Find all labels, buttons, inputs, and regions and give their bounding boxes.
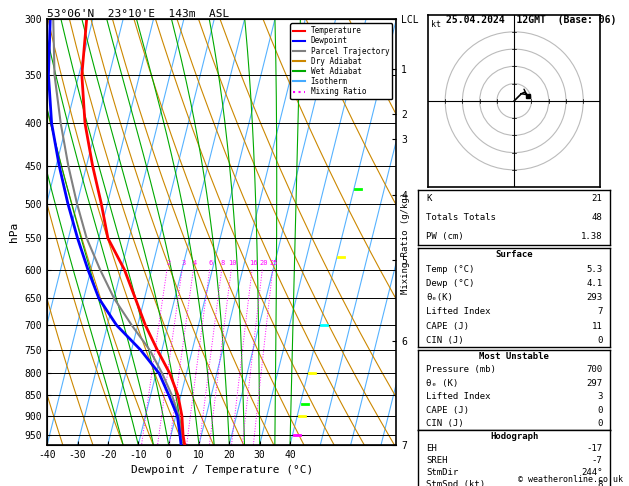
Text: 4: 4 bbox=[192, 260, 197, 266]
Text: 21: 21 bbox=[592, 194, 603, 203]
Text: θₑ (K): θₑ (K) bbox=[426, 379, 458, 388]
Text: 0: 0 bbox=[597, 336, 603, 345]
Text: Lifted Index: Lifted Index bbox=[426, 392, 491, 401]
Text: 7: 7 bbox=[597, 308, 603, 316]
Text: SREH: SREH bbox=[426, 456, 447, 465]
Text: StmSpd (kt): StmSpd (kt) bbox=[426, 480, 485, 486]
Text: 0: 0 bbox=[597, 405, 603, 415]
Text: 5.3: 5.3 bbox=[586, 265, 603, 274]
Text: 3: 3 bbox=[597, 392, 603, 401]
Text: -17: -17 bbox=[586, 444, 603, 453]
Text: 6: 6 bbox=[209, 260, 213, 266]
Text: 25: 25 bbox=[269, 260, 278, 266]
Text: 1.38: 1.38 bbox=[581, 232, 603, 241]
Y-axis label: km
ASL: km ASL bbox=[421, 223, 443, 241]
Text: 20: 20 bbox=[259, 260, 267, 266]
Text: 8: 8 bbox=[597, 480, 603, 486]
Text: Most Unstable: Most Unstable bbox=[479, 352, 549, 361]
Text: CIN (J): CIN (J) bbox=[426, 336, 464, 345]
Text: 0: 0 bbox=[597, 419, 603, 428]
Text: 2: 2 bbox=[166, 260, 170, 266]
Text: Dewp (°C): Dewp (°C) bbox=[426, 279, 474, 288]
Text: 3: 3 bbox=[181, 260, 186, 266]
Text: Lifted Index: Lifted Index bbox=[426, 308, 491, 316]
Text: CIN (J): CIN (J) bbox=[426, 419, 464, 428]
Text: 10: 10 bbox=[228, 260, 237, 266]
Text: θₑ(K): θₑ(K) bbox=[426, 293, 453, 302]
Text: -7: -7 bbox=[592, 456, 603, 465]
Text: EH: EH bbox=[426, 444, 437, 453]
Text: 297: 297 bbox=[586, 379, 603, 388]
Text: Surface: Surface bbox=[496, 250, 533, 260]
Text: kt: kt bbox=[431, 20, 442, 29]
Text: K: K bbox=[426, 194, 431, 203]
Text: 244°: 244° bbox=[581, 468, 603, 477]
Text: 53°06'N  23°10'E  143m  ASL: 53°06'N 23°10'E 143m ASL bbox=[47, 9, 230, 18]
Text: CAPE (J): CAPE (J) bbox=[426, 322, 469, 330]
Text: 11: 11 bbox=[592, 322, 603, 330]
Text: PW (cm): PW (cm) bbox=[426, 232, 464, 241]
Text: Pressure (mb): Pressure (mb) bbox=[426, 365, 496, 375]
Text: Temp (°C): Temp (°C) bbox=[426, 265, 474, 274]
Text: Totals Totals: Totals Totals bbox=[426, 213, 496, 222]
Text: Mixing Ratio (g/kg): Mixing Ratio (g/kg) bbox=[401, 192, 410, 294]
Text: CAPE (J): CAPE (J) bbox=[426, 405, 469, 415]
Text: StmDir: StmDir bbox=[426, 468, 458, 477]
Text: 48: 48 bbox=[592, 213, 603, 222]
Legend: Temperature, Dewpoint, Parcel Trajectory, Dry Adiabat, Wet Adiabat, Isotherm, Mi: Temperature, Dewpoint, Parcel Trajectory… bbox=[290, 23, 392, 99]
Text: 25.04.2024  12GMT  (Base: 06): 25.04.2024 12GMT (Base: 06) bbox=[447, 15, 616, 25]
Text: 4.1: 4.1 bbox=[586, 279, 603, 288]
X-axis label: Dewpoint / Temperature (°C): Dewpoint / Temperature (°C) bbox=[131, 465, 313, 475]
Text: 16: 16 bbox=[249, 260, 257, 266]
Text: 8: 8 bbox=[221, 260, 225, 266]
Text: Hodograph: Hodograph bbox=[490, 432, 538, 441]
Y-axis label: hPa: hPa bbox=[9, 222, 19, 242]
Text: 700: 700 bbox=[586, 365, 603, 375]
Text: © weatheronline.co.uk: © weatheronline.co.uk bbox=[518, 474, 623, 484]
Text: 293: 293 bbox=[586, 293, 603, 302]
